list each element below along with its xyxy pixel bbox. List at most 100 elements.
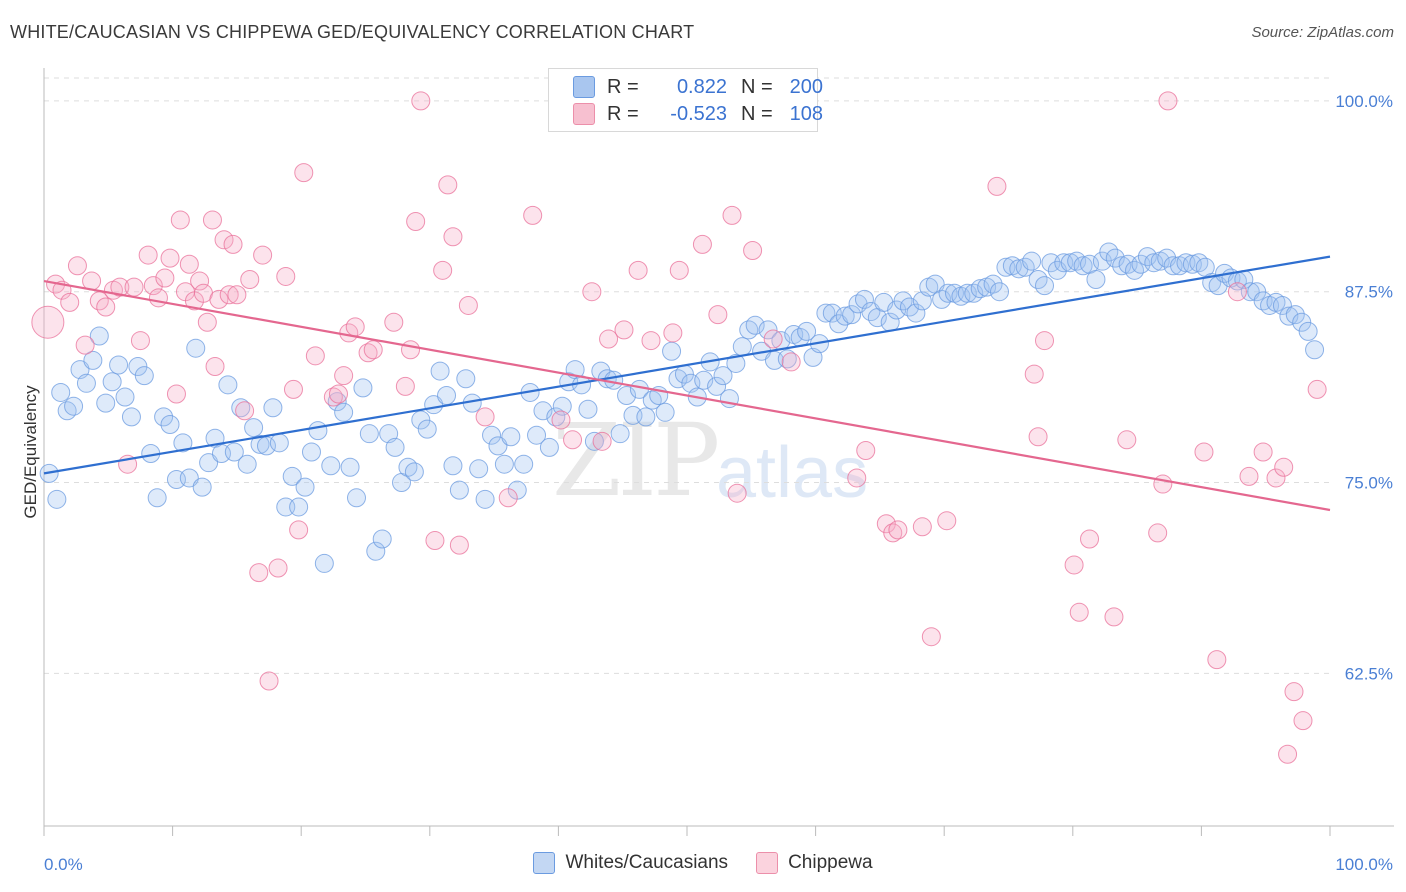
whites-point [89,326,109,346]
whites-trendline [43,255,1331,475]
whites-point [1272,295,1292,315]
whites-point [282,466,302,486]
whites-point [109,355,129,375]
chippewa-point [1278,744,1298,764]
chippewa-point [1227,282,1247,302]
whites-point [359,424,379,444]
chippewa-point [847,468,867,488]
chippewa-point [727,483,747,503]
whites-point [745,315,765,335]
whites-point [842,305,862,325]
series-swatch-whites [533,852,556,874]
whites-point [269,433,289,453]
chippewa-point [253,245,273,265]
chippewa-point [458,295,478,315]
whites-point [263,398,283,418]
chippewa-point [384,312,404,332]
whites-point [353,378,373,398]
chippewa-point [1069,602,1089,622]
chart-title: WHITE/CAUCASIAN VS CHIPPEWA GED/EQUIVALE… [10,22,695,42]
chippewa-point [395,376,415,396]
whites-point [218,375,238,395]
whites-point [128,357,148,377]
whites-point [655,402,675,422]
legend-r-label: R = [607,102,639,125]
whites-point [906,303,926,323]
chippewa-point [1080,529,1100,549]
chippewa-point [883,523,903,543]
chippewa-point [223,234,243,254]
chippewa-point [305,346,325,366]
whites-point [456,369,476,389]
chippewa-point [1274,457,1294,477]
legend-n-value: 200 [789,75,823,98]
chippewa-point [1293,711,1313,731]
chippewa-point [179,254,199,274]
whites-point [546,407,566,427]
whites-point [250,434,270,454]
chippewa-point [294,163,314,183]
chippewa-point [124,277,144,297]
chippewa-point [937,511,957,531]
whites-point [1022,251,1042,271]
chippewa-point [692,234,712,254]
legend-swatch-chippewa [573,103,595,125]
whites-point [237,454,257,474]
chippewa-point [219,285,239,305]
whites-point [192,477,212,497]
series-legend-chippewa[interactable]: Chippewa [756,852,873,874]
y-tick-label: 100.0% [1335,92,1393,111]
chippewa-point [628,260,648,280]
chippewa-point [31,305,65,339]
whites-point [314,553,334,573]
legend-r-value: -0.523 [670,102,727,125]
chippewa-point [475,407,495,427]
whites-point [822,303,842,323]
chippewa-point [227,285,247,305]
whites-point [797,321,817,341]
whites-point [289,497,309,517]
whites-point [76,373,96,393]
whites-point [186,338,206,358]
y-axis-title: GED/Equivalency [21,385,40,519]
whites-point [854,289,874,309]
whites-point [829,314,849,334]
series-label-chippewa: Chippewa [788,852,873,873]
whites-point [938,283,958,303]
chippewa-point [641,331,661,351]
chippewa-point [708,305,728,325]
whites-point [1035,276,1055,296]
whites-point [334,402,354,422]
whites-point [662,341,682,361]
chippewa-point [67,256,87,276]
whites-point [758,320,778,340]
legend-row-chippewa: R = -0.523 N = 108 [573,101,823,127]
y-tick-label: 62.5% [1345,664,1393,683]
series-legend-whites[interactable]: Whites/Caucasians [533,852,728,874]
legend-n-label: N = [741,102,773,125]
whites-point [1292,312,1312,332]
chippewa-point [743,240,763,260]
chippewa-point [190,271,210,291]
chippewa-point [888,520,908,540]
whites-point [121,407,141,427]
chippewa-point [592,431,612,451]
chippewa-point [130,331,150,351]
chippewa-point [614,320,634,340]
whites-point [713,366,733,386]
chippewa-point [433,260,453,280]
chippewa-point [1239,466,1259,486]
whites-point [154,407,174,427]
whites-point [1073,256,1093,276]
chippewa-point [214,230,234,250]
chippewa-point [96,297,116,317]
chippewa-point [143,276,163,296]
whites-point [482,425,502,445]
whites-point [437,386,457,406]
whites-point [514,454,534,474]
whites-point [134,366,154,386]
whites-point [173,433,193,453]
chippewa-trendline [43,279,1331,512]
whites-point [983,274,1003,294]
chippewa-point [449,535,469,555]
